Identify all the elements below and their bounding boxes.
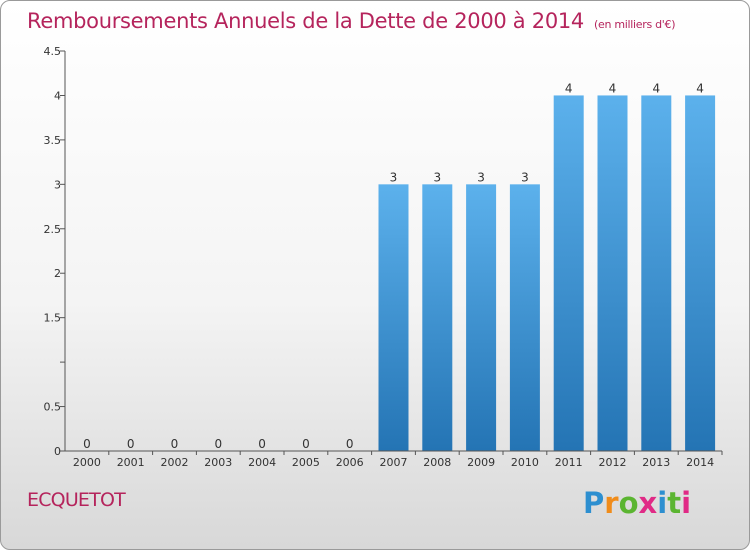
town-name: ECQUETOT	[27, 489, 126, 511]
logo-letter: x	[638, 486, 658, 520]
data-label: 3	[390, 170, 398, 184]
data-label: 4	[565, 81, 573, 95]
data-label: 4	[696, 81, 704, 95]
data-label: 4	[652, 81, 660, 95]
y-tick-label: 2.5	[44, 223, 62, 236]
data-label: 3	[433, 170, 441, 184]
logo-letter: i	[681, 486, 692, 520]
data-label: 3	[521, 170, 529, 184]
data-label: 4	[609, 81, 617, 95]
data-label: 0	[171, 437, 179, 451]
bar-2010	[509, 184, 540, 452]
bar-2014	[685, 95, 716, 451]
data-label: 3	[477, 170, 485, 184]
data-label: 0	[83, 437, 91, 451]
data-label: 0	[258, 437, 266, 451]
y-tick-label: 0	[54, 445, 61, 458]
logo-letter: r	[604, 486, 619, 520]
chart-title: Remboursements Annuels de la Dette de 20…	[27, 9, 675, 33]
proxiti-logo: Proxiti	[583, 486, 691, 520]
x-tick-label: 2000	[73, 456, 101, 469]
logo-letter: i	[657, 486, 668, 520]
y-tick-label: 2	[54, 267, 61, 280]
y-tick-label: 3	[54, 178, 61, 191]
x-tick-label: 2011	[555, 456, 583, 469]
bar-2012	[597, 95, 628, 451]
x-tick-label: 2013	[642, 456, 670, 469]
x-tick-label: 2008	[423, 456, 451, 469]
data-label: 0	[214, 437, 222, 451]
x-tick-label: 2002	[161, 456, 189, 469]
x-tick-label: 2006	[336, 456, 364, 469]
x-tick-label: 2012	[599, 456, 627, 469]
x-tick-label: 2005	[292, 456, 320, 469]
x-tick-label: 2010	[511, 456, 539, 469]
x-tick-label: 2009	[467, 456, 495, 469]
x-tick-label: 2014	[686, 456, 714, 469]
x-tick-label: 2003	[204, 456, 232, 469]
bar-2013	[641, 95, 672, 451]
x-tick-label: 2007	[380, 456, 408, 469]
chart-title-text: Remboursements Annuels de la Dette de 20…	[27, 9, 584, 33]
y-tick-label: 3.5	[44, 134, 62, 147]
logo-letter: P	[583, 486, 605, 520]
bar-2008	[422, 184, 453, 452]
bar-2009	[466, 184, 497, 452]
data-label: 0	[302, 437, 310, 451]
y-tick-label: 4	[54, 89, 61, 102]
y-tick-label: 0.5	[44, 401, 62, 414]
bar-2007	[378, 184, 409, 452]
logo-letter: t	[667, 486, 682, 520]
x-tick-label: 2004	[248, 456, 276, 469]
logo-letter: o	[618, 486, 639, 520]
data-label: 0	[127, 437, 135, 451]
x-tick-label: 2001	[117, 456, 145, 469]
y-tick-label: 1.5	[44, 312, 62, 325]
data-label: 0	[346, 437, 354, 451]
bar-2011	[553, 95, 584, 451]
unit-label: (en milliers d'€)	[594, 18, 676, 31]
y-tick-label: 4.5	[44, 45, 62, 58]
